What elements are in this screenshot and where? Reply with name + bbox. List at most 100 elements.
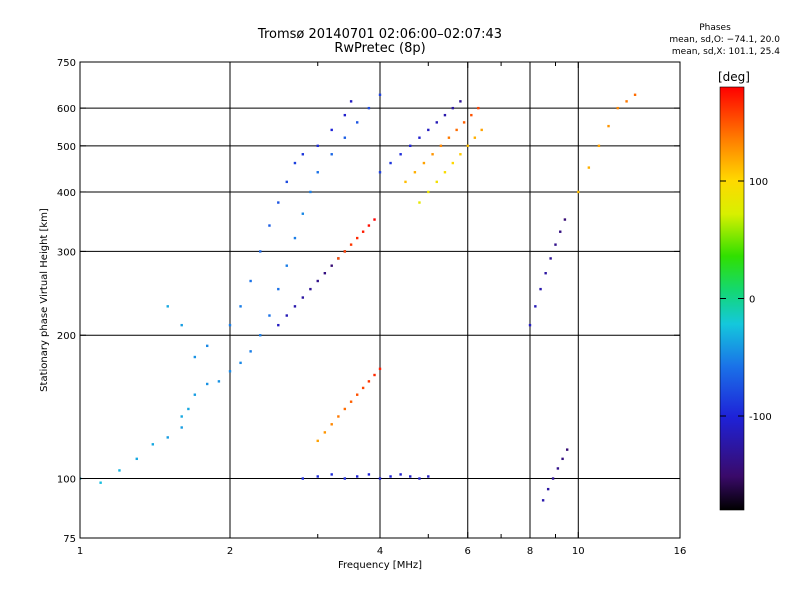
data-point [330, 423, 333, 426]
data-point [323, 272, 327, 275]
colorbar-tick-label: -100 [749, 412, 772, 423]
data-point [337, 257, 340, 260]
x-tick-label: 1 [77, 546, 83, 557]
data-point [277, 287, 280, 291]
data-point [549, 257, 552, 260]
data-point [355, 393, 359, 396]
x-axis-ticks: 1 2 4 6 8 10 16 [77, 62, 686, 557]
data-point [301, 296, 305, 299]
data-point [239, 361, 242, 365]
data-point [462, 121, 466, 124]
y-tick-label: 75 [63, 534, 76, 545]
data-point [259, 334, 262, 337]
data-points [80, 93, 637, 502]
data-point [135, 457, 138, 461]
data-point [367, 106, 371, 110]
data-point [166, 305, 169, 308]
data-point [180, 323, 183, 327]
data-point [607, 124, 610, 128]
phase-stats: Phases mean, sd,O: −74.1, 20.0 mean, sd,… [560, 22, 780, 58]
data-point [205, 382, 209, 386]
data-point [539, 287, 542, 291]
data-point [451, 106, 455, 110]
data-point [268, 314, 271, 317]
data-point [455, 128, 458, 132]
data-point [427, 128, 430, 132]
data-point [409, 144, 412, 148]
data-point [205, 344, 209, 348]
data-point [399, 153, 402, 156]
data-point [277, 323, 280, 327]
data-point [316, 439, 319, 443]
data-point [187, 407, 190, 411]
data-point [367, 473, 371, 476]
data-point [378, 171, 382, 174]
data-point [565, 448, 569, 451]
x-tick-label: 10 [572, 546, 585, 557]
data-point [470, 113, 473, 117]
data-point [343, 477, 347, 480]
data-point [285, 180, 288, 184]
data-point [330, 153, 333, 156]
x-tick-label: 8 [527, 546, 533, 557]
data-point [443, 171, 447, 174]
data-point [343, 136, 347, 139]
data-point [616, 106, 619, 110]
data-point [228, 323, 232, 327]
data-point [268, 224, 271, 227]
phase-stats-heading: Phases [699, 23, 731, 33]
data-point [373, 218, 376, 221]
data-point [166, 436, 169, 439]
data-point [459, 153, 462, 156]
data-point [528, 323, 532, 327]
data-point [597, 144, 601, 148]
data-point [301, 212, 305, 215]
data-point [349, 243, 353, 246]
data-point [361, 386, 365, 390]
data-point [534, 305, 537, 308]
data-point [466, 144, 469, 148]
y-tick-label: 400 [57, 188, 76, 199]
data-point [193, 355, 197, 359]
y-axis-label: Stationary phase Virtual Height [km] [39, 208, 50, 392]
y-tick-label: 200 [57, 331, 76, 342]
data-point [293, 161, 297, 165]
phase-stats-x: mean, sd,X: 101.1, 25.4 [671, 47, 780, 57]
data-point [389, 161, 392, 165]
data-point [337, 415, 340, 418]
y-tick-label: 100 [57, 475, 76, 486]
data-point [330, 128, 333, 132]
page-subtitle: RwPretec (8p) [334, 41, 426, 56]
data-point [316, 171, 319, 174]
data-point [217, 380, 221, 383]
data-point [422, 161, 426, 165]
x-axis-label: Frequency [MHz] [338, 560, 422, 571]
data-point [480, 128, 483, 132]
data-point [378, 367, 382, 371]
data-point [551, 477, 555, 480]
data-point [180, 415, 183, 418]
data-point [151, 443, 155, 446]
data-point [309, 287, 312, 291]
colorbar-tick-label: 0 [749, 295, 755, 306]
y-tick-label: 300 [57, 247, 76, 258]
data-point [546, 487, 550, 491]
grid-lines [80, 62, 680, 538]
data-point [389, 475, 392, 478]
data-point [99, 481, 102, 484]
data-point [561, 457, 564, 461]
data-point [323, 431, 327, 434]
data-point [343, 407, 347, 411]
page-title: Tromsø 20140701 02:06:00–02:07:43 [257, 27, 503, 42]
x-tick-label: 6 [465, 546, 471, 557]
data-point [349, 100, 353, 103]
data-point [399, 473, 402, 476]
data-point [293, 305, 297, 308]
data-point [316, 279, 319, 283]
data-point [563, 218, 567, 221]
data-point [373, 373, 376, 377]
colorbar-ticks: 100 0 -100 [720, 177, 772, 423]
data-point [418, 477, 421, 480]
data-point [427, 190, 430, 194]
data-point [118, 469, 121, 472]
